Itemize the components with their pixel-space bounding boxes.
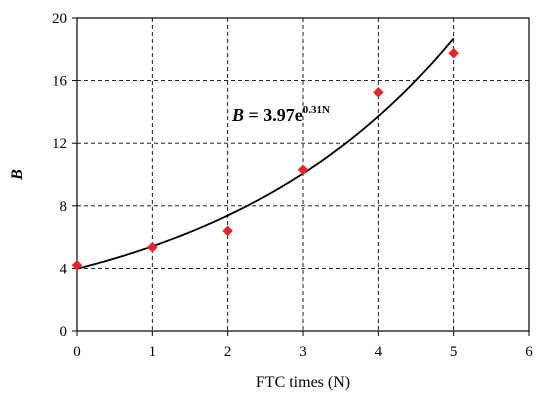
equation-coefficient: = 3.97e (244, 105, 303, 125)
data-points (71, 47, 460, 271)
y-tick-label: 8 (60, 199, 68, 215)
data-point (71, 259, 83, 271)
fit-equation-annotation: B = 3.97e0.31N (231, 104, 330, 125)
y-tick-label: 16 (52, 74, 68, 90)
equation-variable: B (231, 105, 244, 125)
y-tick-label: 0 (60, 324, 68, 340)
equation-exponent: 0.31N (303, 104, 330, 116)
data-point (372, 86, 384, 98)
data-point (448, 47, 460, 59)
grid (77, 18, 529, 331)
y-tick-label: 4 (60, 261, 68, 277)
x-tick-label: 1 (149, 344, 157, 360)
x-tick-label: 6 (525, 344, 533, 360)
x-axis-title: FTC times (N) (256, 374, 350, 391)
y-axis-title: B (9, 169, 26, 181)
y-tick-label: 12 (52, 136, 67, 152)
fit-curve-layer (76, 37, 455, 270)
exponential-fit-line (76, 37, 455, 270)
data-point (222, 225, 234, 237)
x-tick-label: 4 (375, 344, 383, 360)
data-point (297, 164, 309, 176)
data-point (146, 241, 158, 253)
y-tick-label: 20 (52, 11, 67, 27)
x-tick-label: 5 (450, 344, 458, 360)
x-tick-label: 3 (299, 344, 307, 360)
x-tick-label: 2 (224, 344, 232, 360)
x-tick-label: 0 (73, 344, 81, 360)
